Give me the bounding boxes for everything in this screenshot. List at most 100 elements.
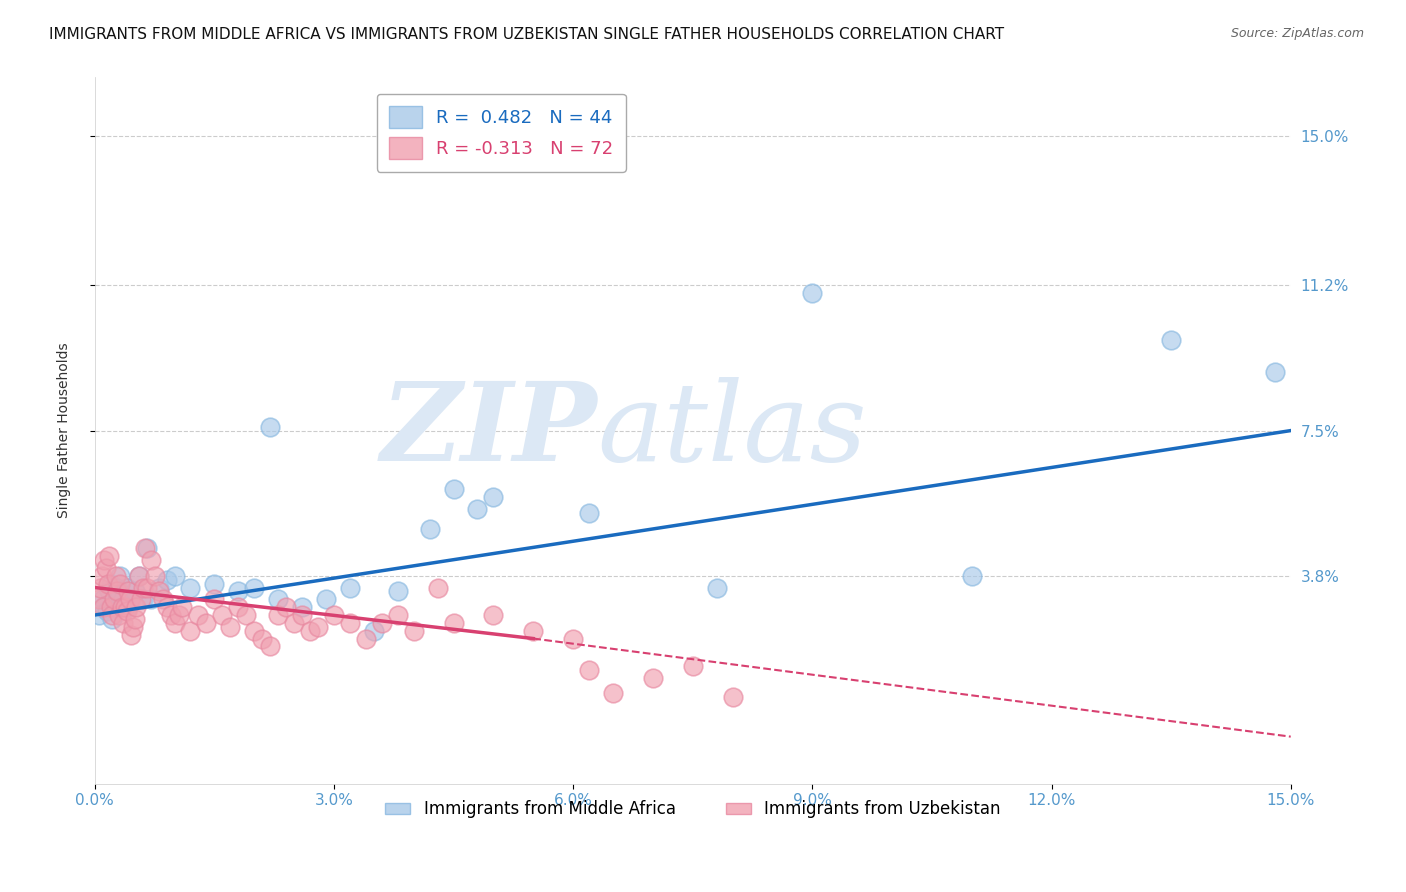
Point: [125, 600, 148, 615]
Point: [259, 419, 281, 434]
Point: [101, 612, 124, 626]
Point: [578, 506, 600, 520]
Point: [291, 607, 314, 622]
Point: [339, 615, 361, 630]
Point: [96, 604, 118, 618]
Point: [522, 624, 544, 638]
Point: [482, 607, 505, 622]
Point: [323, 607, 346, 622]
Point: [100, 600, 122, 615]
Point: [134, 541, 156, 556]
Text: IMMIGRANTS FROM MIDDLE AFRICA VS IMMIGRANTS FROM UZBEKISTAN SINGLE FATHER HOUSEH: IMMIGRANTS FROM MIDDLE AFRICA VS IMMIGRA…: [49, 27, 1004, 42]
Point: [152, 592, 174, 607]
Point: [252, 632, 274, 646]
Point: [167, 607, 190, 622]
Point: [139, 553, 162, 567]
Point: [98, 549, 121, 563]
Point: [115, 581, 138, 595]
Point: [115, 604, 138, 618]
Point: [111, 600, 134, 615]
Point: [104, 596, 127, 610]
Point: [159, 607, 181, 622]
Point: [172, 600, 194, 615]
Point: [315, 592, 337, 607]
Point: [467, 502, 489, 516]
Point: [121, 627, 143, 641]
Point: [139, 592, 162, 607]
Point: [721, 690, 744, 705]
Point: [110, 576, 132, 591]
Point: [1264, 365, 1286, 379]
Point: [243, 624, 266, 638]
Point: [148, 584, 170, 599]
Y-axis label: Single Father Households: Single Father Households: [58, 343, 72, 518]
Point: [118, 592, 141, 607]
Point: [443, 483, 465, 497]
Point: [135, 541, 157, 556]
Point: [387, 584, 409, 599]
Point: [124, 612, 146, 626]
Point: [110, 568, 132, 582]
Point: [93, 600, 115, 615]
Point: [195, 615, 218, 630]
Point: [801, 286, 824, 301]
Point: [202, 592, 225, 607]
Point: [114, 600, 136, 615]
Point: [96, 576, 118, 591]
Point: [371, 615, 394, 630]
Point: [641, 671, 664, 685]
Point: [202, 576, 225, 591]
Point: [706, 581, 728, 595]
Point: [219, 620, 242, 634]
Point: [117, 600, 139, 615]
Text: Source: ZipAtlas.com: Source: ZipAtlas.com: [1230, 27, 1364, 40]
Point: [419, 522, 441, 536]
Point: [91, 592, 114, 607]
Point: [104, 568, 127, 582]
Point: [91, 568, 114, 582]
Legend: Immigrants from Middle Africa, Immigrants from Uzbekistan: Immigrants from Middle Africa, Immigrant…: [378, 794, 1007, 825]
Point: [179, 581, 201, 595]
Point: [129, 592, 152, 607]
Point: [291, 600, 314, 615]
Point: [339, 581, 361, 595]
Point: [578, 663, 600, 677]
Point: [112, 615, 135, 630]
Point: [100, 576, 122, 591]
Point: [243, 581, 266, 595]
Point: [143, 568, 166, 582]
Point: [120, 592, 142, 607]
Point: [187, 607, 209, 622]
Point: [117, 584, 139, 599]
Point: [307, 620, 329, 634]
Point: [602, 686, 624, 700]
Point: [128, 568, 150, 582]
Point: [276, 600, 298, 615]
Point: [107, 588, 129, 602]
Point: [155, 573, 177, 587]
Point: [87, 592, 110, 607]
Text: atlas: atlas: [598, 376, 866, 484]
Point: [226, 584, 249, 599]
Point: [163, 615, 186, 630]
Point: [122, 620, 145, 634]
Point: [960, 568, 983, 582]
Point: [131, 581, 153, 595]
Point: [267, 592, 290, 607]
Point: [93, 553, 115, 567]
Point: [105, 581, 128, 595]
Point: [131, 592, 153, 607]
Point: [155, 600, 177, 615]
Point: [179, 624, 201, 638]
Point: [128, 568, 150, 582]
Point: [235, 607, 257, 622]
Point: [1160, 334, 1182, 348]
Point: [163, 568, 186, 582]
Point: [259, 640, 281, 654]
Point: [107, 607, 129, 622]
Point: [111, 592, 134, 607]
Point: [87, 607, 110, 622]
Point: [267, 607, 290, 622]
Point: [354, 632, 377, 646]
Point: [101, 607, 124, 622]
